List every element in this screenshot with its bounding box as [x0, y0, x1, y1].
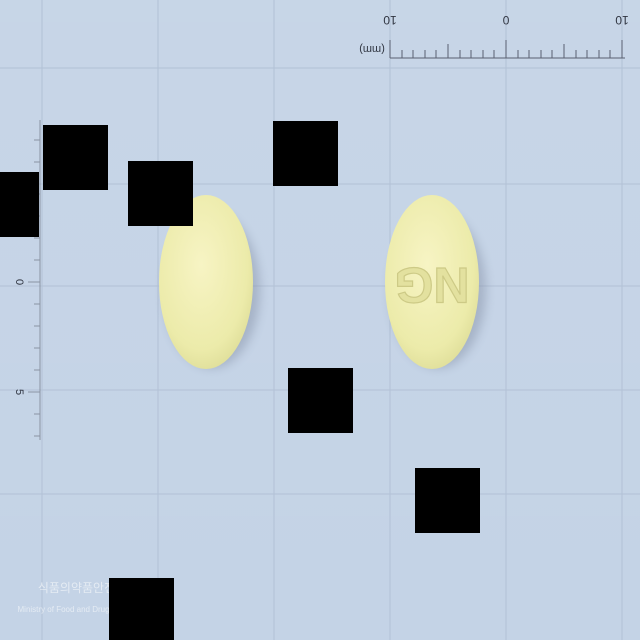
top-ruler: (mm) 10 0 10 — [359, 13, 629, 59]
tablet-imprint: NG — [395, 257, 470, 313]
ruler-label-left: 10 — [383, 13, 397, 27]
redaction-boxes — [0, 121, 480, 640]
left-ruler: 0 5 — [13, 120, 41, 440]
tablet-back: NG — [385, 195, 486, 369]
ruler-side-label-0: 0 — [13, 279, 25, 285]
redaction-box — [128, 161, 193, 226]
ruler-label-right: 10 — [615, 13, 629, 27]
watermark-english: Ministry of Food and Drug Safety — [18, 605, 135, 614]
redaction-box — [273, 121, 338, 186]
watermark-korean: 식품의약품안전처 — [38, 580, 126, 595]
redaction-box — [415, 468, 480, 533]
ruler-label-center: 0 — [502, 13, 509, 27]
redaction-box — [0, 172, 39, 237]
redaction-box — [288, 368, 353, 433]
ruler-unit-label: (mm) — [359, 43, 385, 55]
ruler-side-label-5: 5 — [13, 389, 25, 395]
redaction-box — [43, 125, 108, 190]
redaction-box — [109, 578, 174, 640]
tablet-front — [159, 195, 260, 369]
watermark: 식품의약품안전처 Ministry of Food and Drug Safet… — [18, 580, 135, 614]
